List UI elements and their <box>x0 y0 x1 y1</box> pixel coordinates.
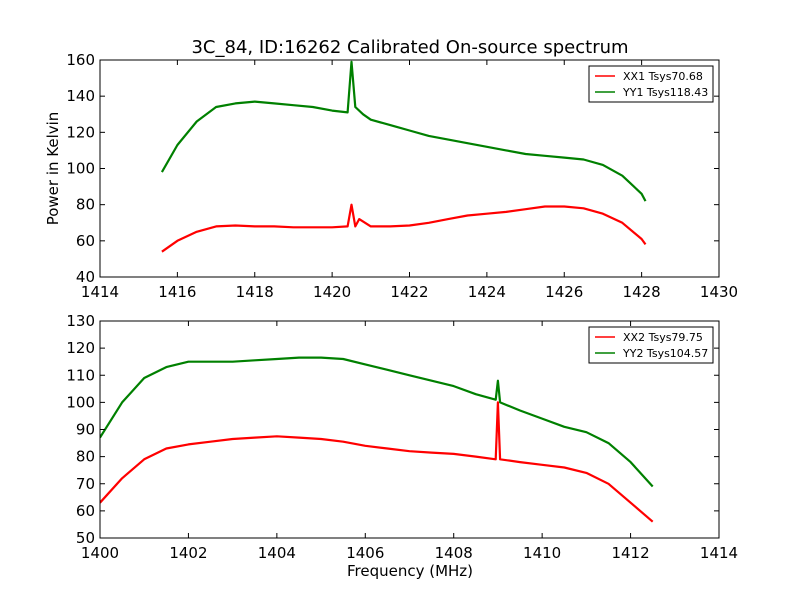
series-line-0-0 <box>161 203 647 253</box>
legend-label: YY1 Tsys118.43 <box>622 86 708 99</box>
legend-box <box>588 326 714 364</box>
series-line-1-0 <box>100 401 654 523</box>
x-axis-label: Frequency (MHz) <box>347 562 473 580</box>
legend-label: XX1 Tsys70.68 <box>623 70 703 83</box>
legend-box <box>588 65 714 103</box>
x-tick-label: 1400 <box>81 544 119 562</box>
y-tick-label: 60 <box>76 502 95 520</box>
x-tick-label: 1428 <box>623 283 661 301</box>
bottom-spectrum-panel: 1400 1402 1404 1406 1408 1410 1412 1414 50 60 70 80… <box>66 312 738 562</box>
chart-title: 3C_84, ID:16262 Calibrated On-source spe… <box>191 37 628 58</box>
y-tick-label: 50 <box>76 529 95 547</box>
x-tick-label: 1414 <box>81 283 119 301</box>
y-tick-label: 80 <box>76 448 95 466</box>
y-tick-label: 60 <box>76 232 95 250</box>
x-tick-label: 1408 <box>435 544 473 562</box>
x-tick-label: 1430 <box>700 283 738 301</box>
x-tick-label: 1406 <box>346 544 384 562</box>
x-tick-label: 1416 <box>158 283 196 301</box>
y-tick-label: 120 <box>66 123 95 141</box>
x-tick-label: 1410 <box>523 544 561 562</box>
x-tick-label: 1412 <box>611 544 649 562</box>
y-tick-label: 130 <box>66 312 95 330</box>
legend-label: XX2 Tsys79.75 <box>623 331 703 344</box>
x-tick-label: 1414 <box>700 544 738 562</box>
series-line-0-1 <box>160 60 647 202</box>
y-tick-label: 80 <box>76 196 95 214</box>
x-tick-label: 1402 <box>169 544 207 562</box>
x-tick-label: 1420 <box>313 283 351 301</box>
x-tick-label: 1422 <box>390 283 428 301</box>
y-tick-label: 100 <box>66 393 95 411</box>
x-tick-label: 1426 <box>545 283 583 301</box>
y-axis-label: Power in Kelvin <box>44 112 62 226</box>
legend: XX1 Tsys70.68 YY1 Tsys118.43 <box>588 65 714 103</box>
x-tick-label: 1404 <box>258 544 296 562</box>
y-tick-label: 70 <box>76 475 95 493</box>
y-tick-label: 110 <box>66 366 95 384</box>
top-spectrum-panel: 1414 1416 1418 1420 1422 1424 1426 1428 1430 40 60… <box>66 51 738 301</box>
y-tick-label: 90 <box>76 421 95 439</box>
x-tick-label: 1418 <box>236 283 274 301</box>
y-tick-label: 100 <box>66 160 95 178</box>
y-tick-label: 120 <box>66 339 95 357</box>
y-tick-label: 160 <box>66 51 95 69</box>
y-tick-label: 40 <box>76 268 95 286</box>
series-line-1-1 <box>100 356 654 488</box>
x-tick-label: 1424 <box>468 283 506 301</box>
y-tick-label: 140 <box>66 87 95 105</box>
legend-label: YY2 Tsys104.57 <box>622 347 708 360</box>
legend: XX2 Tsys79.75 YY2 Tsys104.57 <box>588 326 714 364</box>
